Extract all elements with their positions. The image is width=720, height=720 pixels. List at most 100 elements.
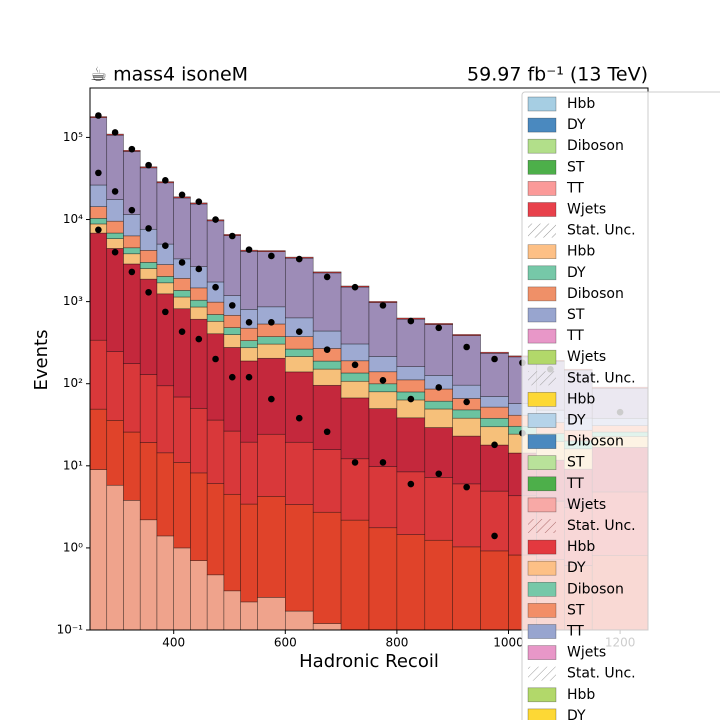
legend-swatch [527,202,557,217]
stack-bar [240,327,258,341]
stack-bar [240,441,258,505]
stack-bar [106,232,124,239]
stack-bar [90,218,108,225]
stack-bar [368,383,398,393]
data-point [145,161,152,169]
stack-bar [123,235,141,249]
stack-bar [206,320,225,335]
x-tick-label: 400 [162,636,185,650]
stack-bar [257,496,286,598]
legend-label: TT [566,476,584,492]
stack-bar [480,351,509,354]
stack-bar [223,235,241,296]
stack-bar [139,442,158,521]
stack-bar [312,271,342,274]
legend-label: TT [566,624,584,640]
legend-label: DY [567,117,586,133]
stack-bar [139,250,158,263]
data-point [111,188,119,195]
stack-bar [424,388,453,402]
legend-swatch [527,497,557,513]
stack-bar [368,302,398,357]
y-tick-label: 10⁴ [63,212,83,226]
data-point [435,470,443,478]
stack-bar [284,356,314,373]
stack-bar [106,220,124,234]
legend-swatch [527,307,557,323]
legend-label: Hbb [567,244,595,260]
data-point [491,532,498,540]
data-point [407,480,415,488]
legend-swatch [527,624,557,639]
stack-bar [452,409,481,419]
legend-swatch [528,371,556,386]
stack-bar [156,276,175,284]
stack-bar [123,500,141,630]
data-point [212,355,219,363]
data-point [95,226,102,234]
stack-bar [173,290,191,298]
legend-label: Stat. Unc. [567,666,636,682]
stack-bar [284,504,314,612]
stack-bar [156,535,175,630]
data-point [295,414,303,422]
stack-bar [156,293,175,387]
stack-bar [206,419,225,484]
stack-bar [190,560,208,630]
stack-bar [173,308,191,398]
stack-bar [396,366,426,381]
legend: Hbb DY Diboson ST TT Wjets Stat. Unc. Hbb DY Dibo… [521,91,720,720]
data-point [195,265,203,273]
legend-label: Stat. Unc. [567,518,636,534]
data-point [178,328,186,336]
stack-bar [424,477,453,541]
stack-bar [123,151,141,215]
legend-swatch [527,645,557,660]
legend-label: Wjets [567,645,606,661]
stack-bar [480,396,509,408]
legend-label: Wjets [567,497,606,513]
stack-bar [257,251,286,308]
data-point [111,129,119,136]
stack-bar [223,590,241,630]
legend-swatch [527,96,557,112]
y-tick-label: 10⁻¹ [57,623,84,637]
legend-label: Hbb [567,687,595,703]
stack-bar [340,458,370,521]
data-point [295,328,303,336]
data-point [145,288,152,296]
y-tick-label: 10¹ [63,458,83,472]
stack-bar [206,220,225,283]
stack-bar [139,167,158,230]
stack-bar [240,347,258,362]
stack-bar [173,278,191,291]
stack-bar [340,397,370,460]
legend-label: TT [566,180,584,196]
data-point [379,459,387,466]
stack-bar [284,610,314,630]
stack-bar [123,263,141,364]
stack-bar [240,250,258,310]
legend-label: Diboson [567,286,624,302]
stack-bar [284,441,314,505]
legend-swatch [527,455,557,471]
data-point [162,177,169,184]
stack-bar [312,330,342,349]
data-point [268,395,275,403]
stack-bar [106,351,124,421]
stack-bar [480,490,509,552]
stack-bar [396,379,426,393]
data-point [245,318,253,326]
stack-bar [312,272,342,332]
stack-bar [452,335,481,386]
data-point [491,441,498,449]
legend-label: ST [567,602,585,618]
stack-bar [396,318,426,367]
stack-bar [90,184,108,207]
legend-swatch [527,560,557,576]
stack-bar [240,601,258,630]
legend-swatch [527,603,557,618]
stack-bar [223,347,241,432]
data-point [228,373,236,381]
data-point [379,377,387,384]
